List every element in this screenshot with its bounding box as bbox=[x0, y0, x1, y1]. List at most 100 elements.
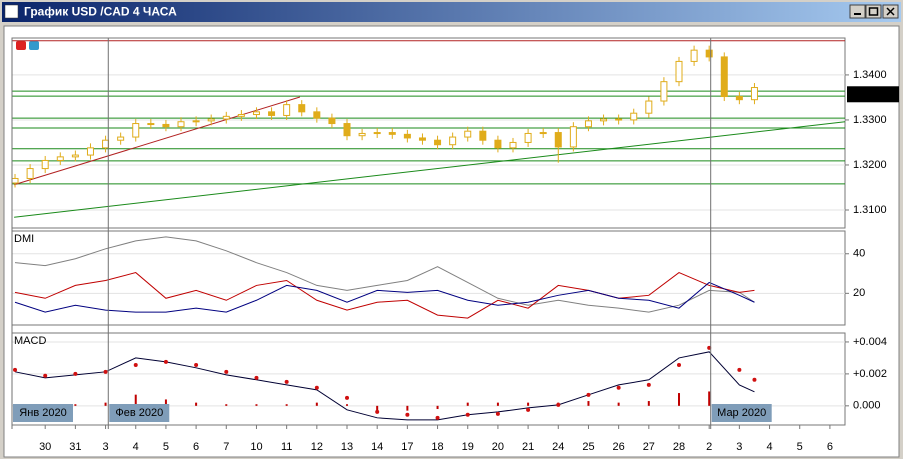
candle-body bbox=[207, 118, 215, 122]
x-tick-label: 30 bbox=[39, 441, 51, 453]
candle-body bbox=[132, 123, 140, 138]
y-tick-label: +0.004 bbox=[853, 336, 887, 348]
y-tick-label: 0.000 bbox=[853, 400, 881, 412]
window-buttons bbox=[849, 4, 899, 19]
candle-body bbox=[237, 114, 245, 117]
histogram-bar bbox=[496, 402, 499, 406]
indicator-line bbox=[14, 351, 755, 421]
last-price-label: 1.3357 bbox=[853, 88, 887, 100]
candle-body bbox=[494, 139, 502, 149]
histogram-bar bbox=[708, 391, 711, 406]
x-tick-label: 19 bbox=[462, 441, 474, 453]
panel-title: DMI bbox=[14, 233, 34, 245]
signal-dot bbox=[405, 412, 410, 417]
candle-body bbox=[509, 141, 517, 149]
candle-body bbox=[373, 132, 381, 135]
signal-dot bbox=[133, 362, 138, 367]
signal-dot bbox=[556, 402, 561, 407]
x-tick-label: 4 bbox=[766, 441, 772, 453]
period-label: Янв 2020 bbox=[19, 407, 66, 419]
y-tick-label: 40 bbox=[853, 248, 865, 260]
last-price-box bbox=[847, 86, 899, 103]
candle-body bbox=[615, 118, 623, 121]
y-tick-label: 20 bbox=[853, 287, 865, 299]
histogram-bar bbox=[406, 405, 409, 411]
signal-dot bbox=[314, 385, 319, 390]
x-tick-label: 18 bbox=[431, 441, 443, 453]
candle-body bbox=[192, 120, 200, 123]
y-tick-label: 1.3100 bbox=[853, 204, 887, 216]
candle-body bbox=[418, 137, 426, 141]
trend-line bbox=[13, 96, 301, 186]
histogram-bar bbox=[436, 405, 439, 410]
x-tick-label: 13 bbox=[341, 441, 353, 453]
x-tick-label: 2 bbox=[706, 441, 712, 453]
x-tick-label: 25 bbox=[582, 441, 594, 453]
candle-body bbox=[675, 60, 683, 83]
y-tick-label: 1.3300 bbox=[853, 114, 887, 126]
histogram-bar bbox=[376, 405, 379, 411]
x-tick-label: 20 bbox=[492, 441, 504, 453]
candle-body bbox=[86, 147, 94, 156]
one-click-buy[interactable] bbox=[29, 41, 39, 50]
x-tick-label: 7 bbox=[223, 441, 229, 453]
candle-body bbox=[403, 133, 411, 139]
x-tick-label: 10 bbox=[250, 441, 262, 453]
candle-body bbox=[584, 120, 592, 128]
period-label: Мар 2020 bbox=[717, 407, 766, 419]
candle-body bbox=[569, 126, 577, 148]
candle-body bbox=[464, 130, 472, 138]
chart-area bbox=[3, 25, 900, 458]
histogram-bar bbox=[104, 402, 107, 406]
candle-body bbox=[358, 132, 366, 137]
candle-body bbox=[56, 156, 64, 161]
candle-body bbox=[479, 130, 487, 141]
signal-dot bbox=[345, 395, 350, 400]
signal-dot bbox=[646, 382, 651, 387]
title-bar bbox=[2, 2, 901, 22]
signal-dot bbox=[43, 373, 48, 378]
histogram-bar bbox=[74, 404, 77, 406]
x-tick-label: 5 bbox=[797, 441, 803, 453]
candle-body bbox=[630, 112, 638, 121]
histogram-bar bbox=[527, 402, 530, 406]
y-tick-label: +0.002 bbox=[853, 368, 887, 380]
signal-dot bbox=[103, 369, 108, 374]
signal-dot bbox=[13, 367, 18, 372]
indicator-line bbox=[14, 236, 755, 313]
signal-dot bbox=[194, 362, 199, 367]
x-tick-label: 6 bbox=[193, 441, 199, 453]
close-glyph bbox=[886, 7, 895, 16]
maximize-button[interactable] bbox=[865, 4, 882, 19]
candle-body bbox=[328, 117, 336, 125]
histogram-bar bbox=[285, 404, 288, 406]
x-tick-label: 24 bbox=[552, 441, 564, 453]
candle-body bbox=[660, 81, 668, 102]
candle-body bbox=[524, 132, 532, 143]
candle-body bbox=[222, 115, 230, 120]
candle-body bbox=[539, 132, 547, 135]
histogram-bar bbox=[466, 402, 469, 406]
x-tick-label: 26 bbox=[613, 441, 625, 453]
x-tick-label: 12 bbox=[311, 441, 323, 453]
indicator-line bbox=[14, 271, 755, 319]
candle-body bbox=[268, 111, 276, 116]
y-tick-label: 1.3200 bbox=[853, 159, 887, 171]
signal-dot bbox=[752, 377, 757, 382]
x-tick-label: 21 bbox=[522, 441, 534, 453]
candle-body bbox=[645, 100, 653, 114]
candle-body bbox=[298, 104, 306, 113]
minimize-button[interactable] bbox=[849, 4, 866, 19]
signal-dot bbox=[616, 385, 621, 390]
candle-body bbox=[388, 132, 396, 135]
one-click-sell[interactable] bbox=[16, 41, 26, 50]
window-title: График USD /CAD 4 ЧАСА bbox=[24, 5, 177, 19]
candle-body bbox=[554, 132, 562, 148]
histogram-bar bbox=[587, 401, 590, 406]
histogram-bar bbox=[678, 393, 681, 406]
plot-layer: 1.3100 1.3200 1.3300 1.3400 1.3357 20 40 DMI 0.0… bbox=[11, 38, 899, 453]
candle-body bbox=[162, 123, 170, 128]
x-tick-label: 28 bbox=[673, 441, 685, 453]
histogram-bar bbox=[164, 399, 167, 406]
